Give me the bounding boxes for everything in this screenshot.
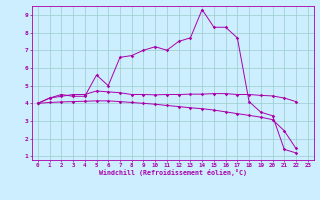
- X-axis label: Windchill (Refroidissement éolien,°C): Windchill (Refroidissement éolien,°C): [99, 169, 247, 176]
